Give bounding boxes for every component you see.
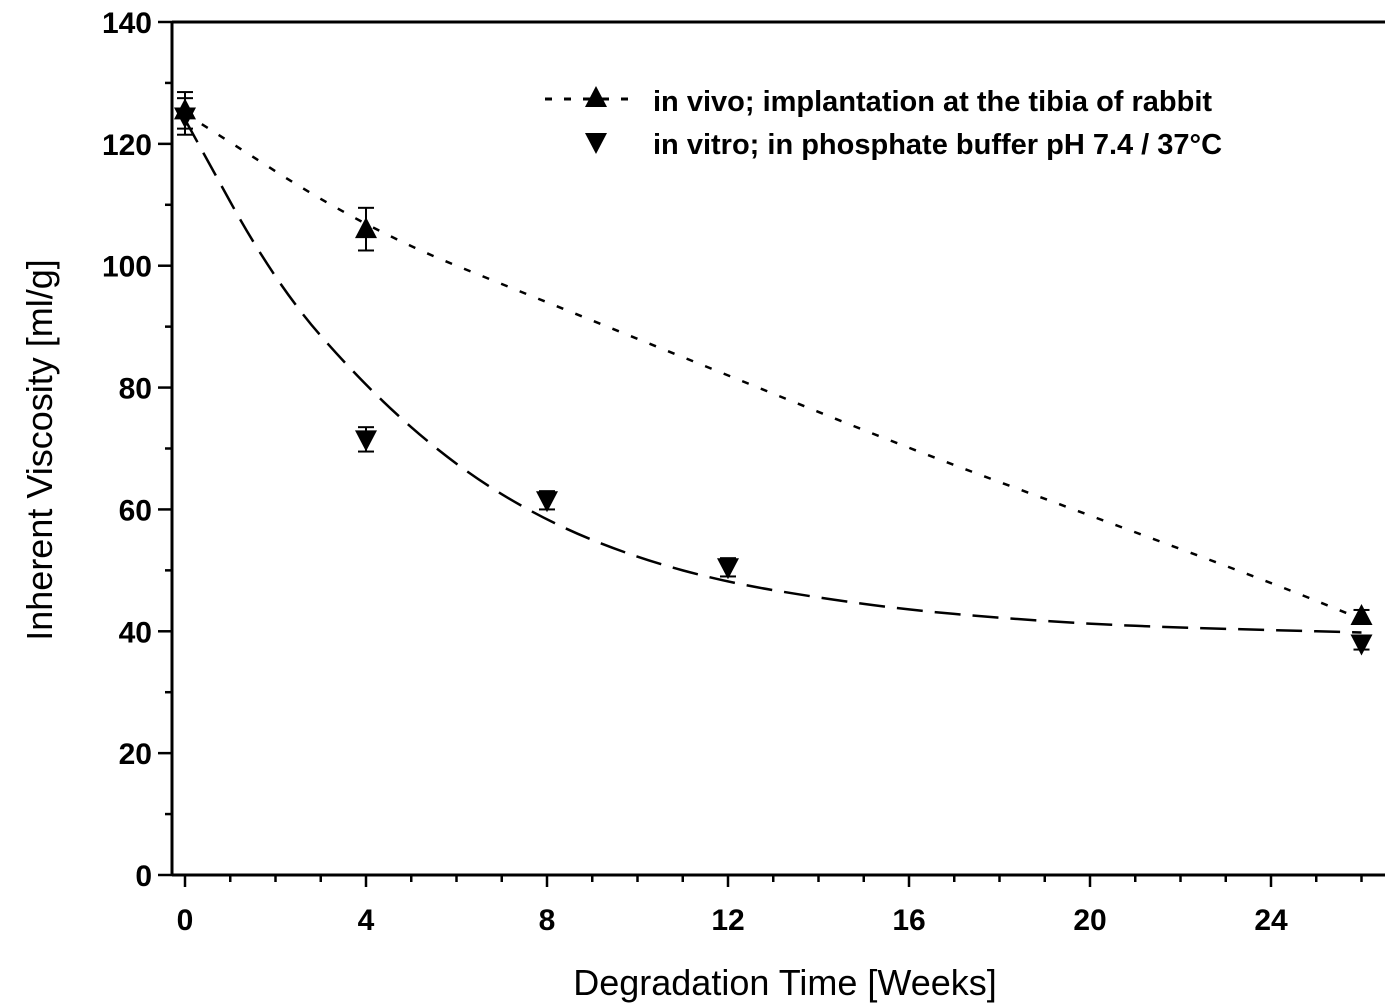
- data-point-in-vivo: [1350, 604, 1373, 626]
- x-axis-ticks: 0 4 8 12 16 20 24: [177, 875, 1363, 937]
- x-tick-label: 4: [358, 904, 375, 937]
- y-tick-label: 80: [119, 373, 152, 406]
- y-tick-label: 20: [119, 738, 152, 771]
- fit-curves: [183, 112, 1362, 634]
- y-tick-label: 140: [102, 7, 152, 40]
- data-point-in-vitro: [355, 430, 377, 452]
- data-point-in-vitro: [536, 491, 558, 513]
- y-tick-label: 40: [119, 616, 152, 649]
- x-tick-label: 16: [892, 904, 925, 937]
- y-tick-label: 100: [102, 251, 152, 284]
- y-axis-ticks: 0 20 40 60 80 100 120 140: [102, 7, 172, 893]
- legend-label-in-vitro: in vitro; in phosphate buffer pH 7.4 / 3…: [653, 129, 1222, 161]
- data-point-in-vitro: [1350, 634, 1373, 656]
- x-tick-label: 20: [1073, 904, 1106, 937]
- x-tick-label: 8: [539, 904, 556, 937]
- legend-marker-in-vivo: [585, 86, 607, 107]
- y-tick-label: 60: [119, 494, 152, 527]
- x-axis-title: Degradation Time [Weeks]: [573, 962, 997, 1003]
- data-point-in-vivo: [355, 217, 377, 239]
- y-axis-title: Inherent Viscosity [ml/g]: [19, 259, 60, 641]
- data-point-in-vitro: [174, 107, 196, 129]
- legend: in vivo; implantation at the tibia of ra…: [545, 86, 1222, 161]
- error-bars: [177, 91, 1370, 651]
- data-point-in-vitro: [717, 558, 739, 580]
- x-tick-label: 0: [177, 904, 194, 937]
- y-tick-label: 0: [135, 860, 152, 893]
- markers: [174, 98, 1373, 656]
- legend-marker-in-vitro: [585, 133, 607, 154]
- y-tick-label: 120: [102, 129, 152, 162]
- x-tick-label: 24: [1254, 904, 1288, 937]
- fit-curve-in-vitro: [183, 118, 1362, 634]
- fit-curve-in-vivo: [184, 112, 1362, 621]
- x-tick-label: 12: [711, 904, 744, 937]
- legend-label-in-vivo: in vivo; implantation at the tibia of ra…: [653, 86, 1212, 118]
